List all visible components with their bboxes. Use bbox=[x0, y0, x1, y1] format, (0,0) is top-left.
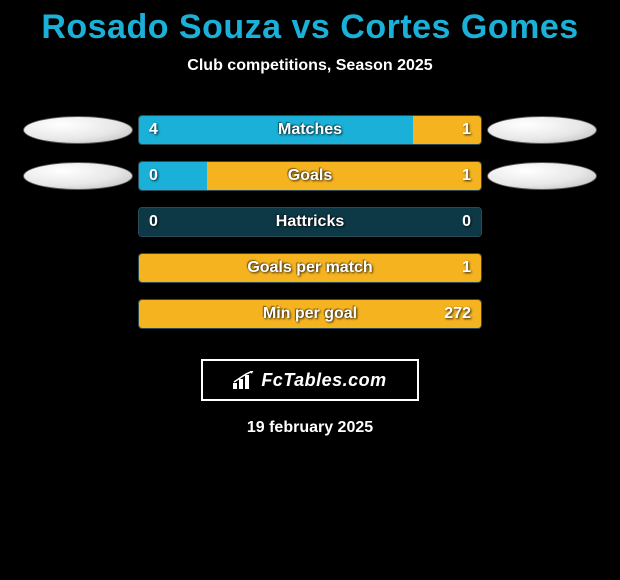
badge-slot-right bbox=[482, 161, 602, 191]
badge-slot-left bbox=[18, 115, 138, 145]
team-badge-left bbox=[23, 162, 133, 190]
stat-row: 4 Matches 1 bbox=[0, 115, 620, 145]
badge-slot-left bbox=[18, 161, 138, 191]
stat-label: Min per goal bbox=[263, 305, 357, 323]
date-text: 19 february 2025 bbox=[247, 419, 373, 437]
bar-left-segment bbox=[139, 116, 413, 144]
stat-bar: 0 Goals 1 bbox=[138, 161, 482, 191]
stat-value-left: 0 bbox=[149, 167, 158, 185]
stat-label: Goals per match bbox=[247, 259, 372, 277]
team-badge-left bbox=[23, 116, 133, 144]
stat-value-right: 1 bbox=[462, 259, 471, 277]
stat-value-right: 272 bbox=[444, 305, 471, 323]
badge-slot-right bbox=[482, 207, 602, 237]
stat-label: Goals bbox=[288, 167, 332, 185]
stat-value-left: 0 bbox=[149, 213, 158, 231]
stats-rows: 4 Matches 1 0 Goals 1 bbox=[0, 115, 620, 345]
badge-slot-left bbox=[18, 207, 138, 237]
badge-slot-left bbox=[18, 253, 138, 283]
logo-box[interactable]: FcTables.com bbox=[201, 359, 419, 401]
stat-value-right: 1 bbox=[462, 167, 471, 185]
stat-row: 0 Goals 1 bbox=[0, 161, 620, 191]
stat-bar: Min per goal 272 bbox=[138, 299, 482, 329]
page-title: Rosado Souza vs Cortes Gomes bbox=[41, 8, 578, 47]
logo-text: FcTables.com bbox=[261, 370, 386, 391]
logo-inner: FcTables.com bbox=[233, 370, 386, 391]
bar-right-segment bbox=[207, 162, 481, 190]
stat-row: Goals per match 1 bbox=[0, 253, 620, 283]
stat-row: Min per goal 272 bbox=[0, 299, 620, 329]
badge-slot-left bbox=[18, 299, 138, 329]
bar-chart-icon bbox=[233, 371, 255, 389]
badge-slot-right bbox=[482, 299, 602, 329]
stat-value-right: 1 bbox=[462, 121, 471, 139]
comparison-card: Rosado Souza vs Cortes Gomes Club compet… bbox=[0, 0, 620, 437]
badge-slot-right bbox=[482, 253, 602, 283]
stat-row: 0 Hattricks 0 bbox=[0, 207, 620, 237]
stat-label: Matches bbox=[278, 121, 342, 139]
team-badge-right bbox=[487, 116, 597, 144]
stat-bar: 0 Hattricks 0 bbox=[138, 207, 482, 237]
team-badge-right bbox=[487, 162, 597, 190]
stat-value-left: 4 bbox=[149, 121, 158, 139]
stat-label: Hattricks bbox=[276, 213, 344, 231]
badge-slot-right bbox=[482, 115, 602, 145]
stat-bar: Goals per match 1 bbox=[138, 253, 482, 283]
stat-value-right: 0 bbox=[462, 213, 471, 231]
stat-bar: 4 Matches 1 bbox=[138, 115, 482, 145]
subtitle: Club competitions, Season 2025 bbox=[187, 57, 432, 75]
